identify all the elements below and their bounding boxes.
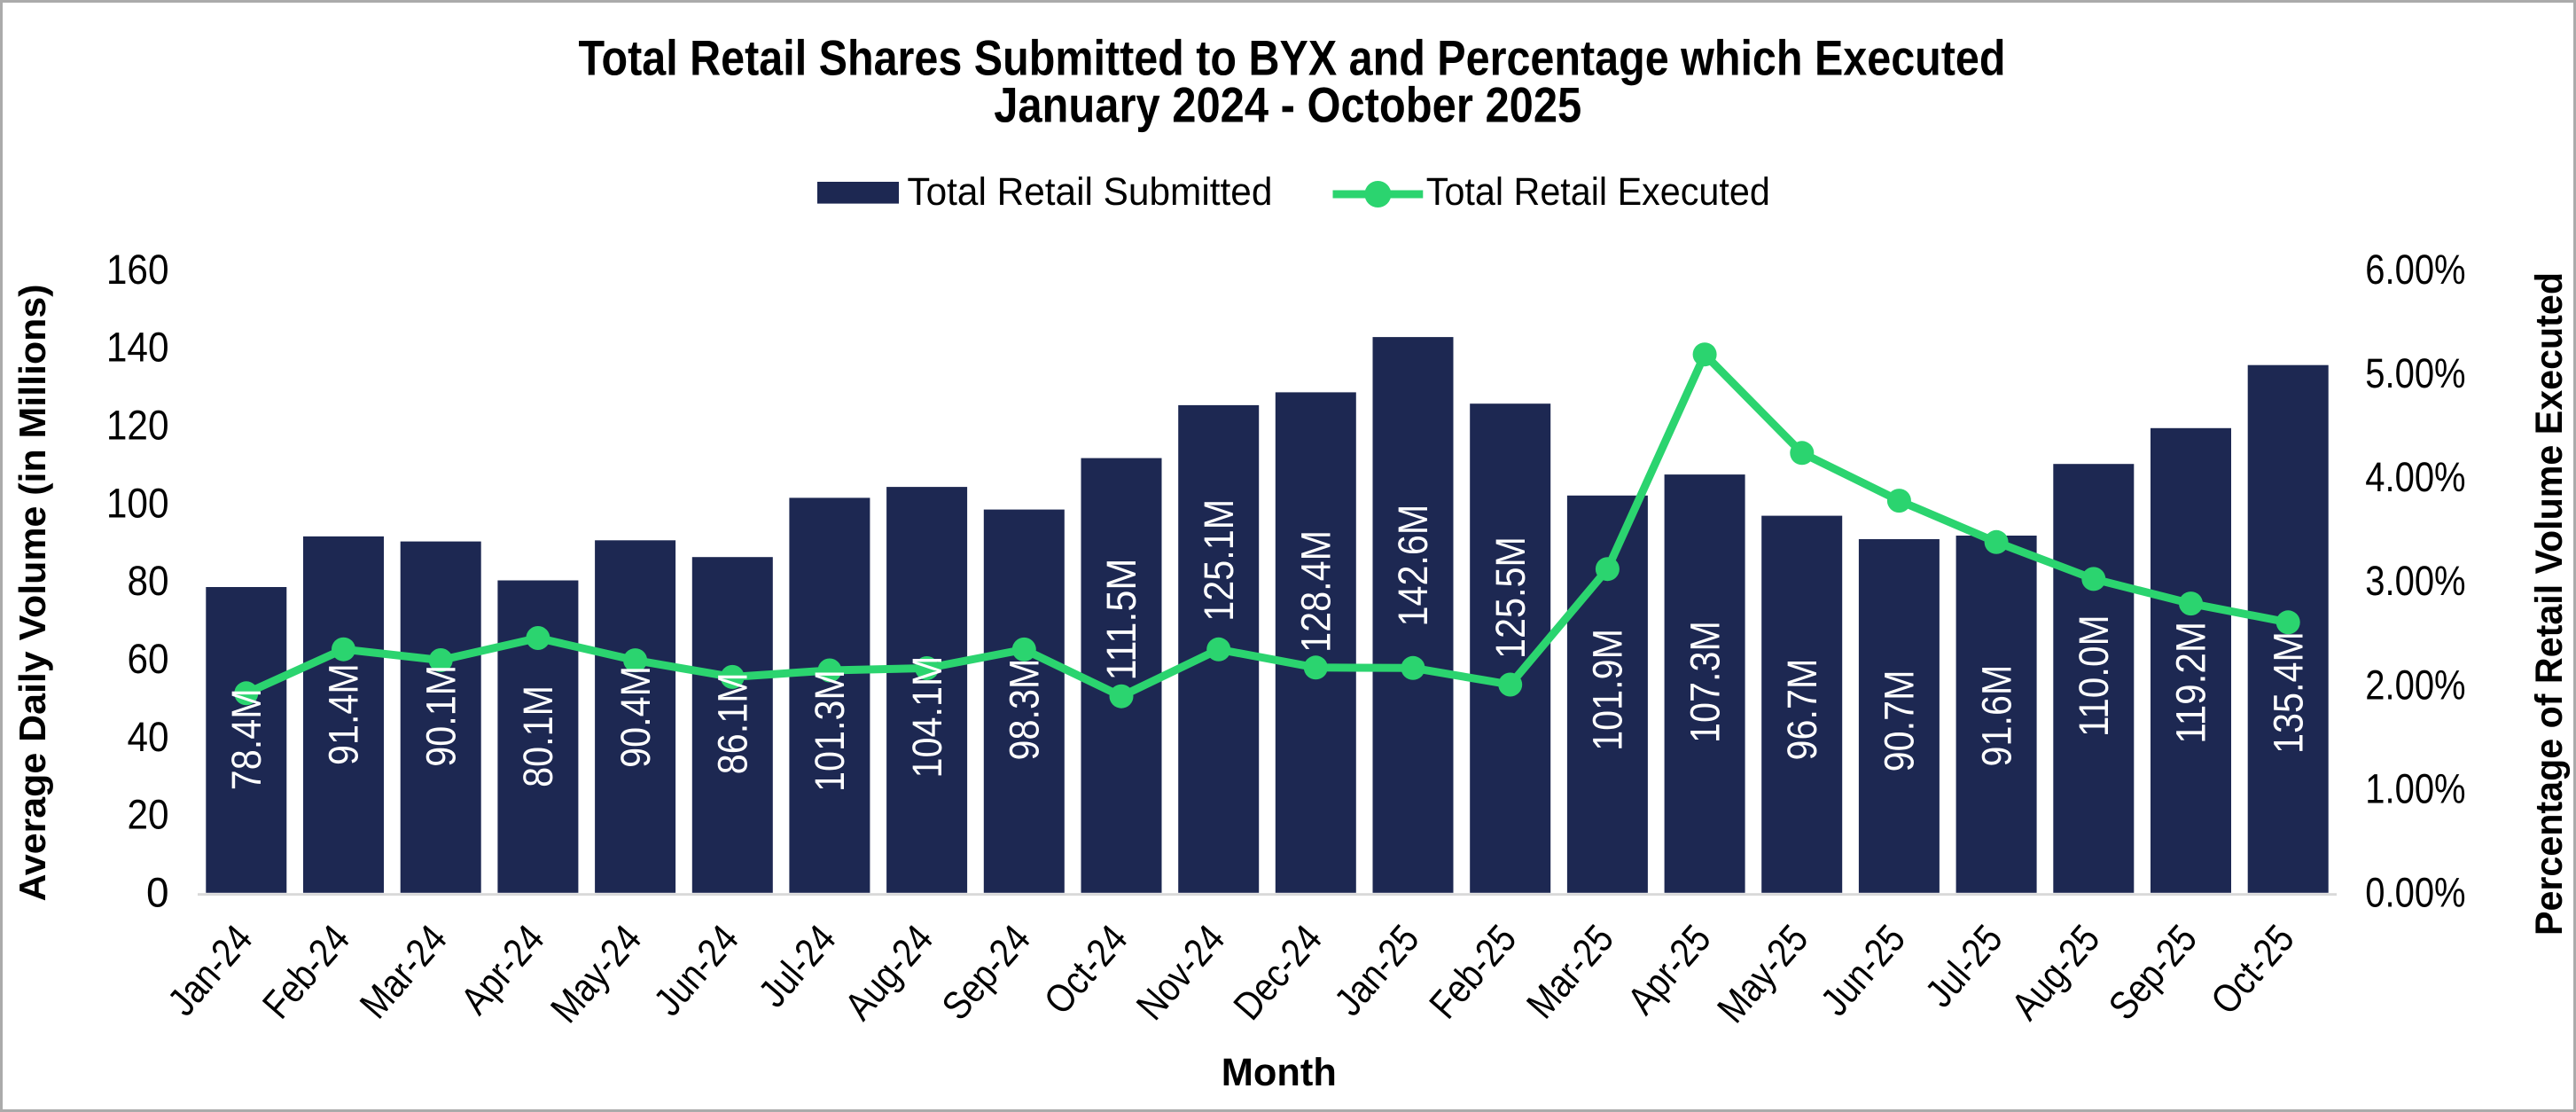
svg-text:142.6M: 142.6M <box>1389 505 1436 627</box>
svg-text:40: 40 <box>128 713 169 760</box>
svg-text:100: 100 <box>106 479 169 526</box>
svg-text:135.4M: 135.4M <box>2264 631 2311 754</box>
svg-text:119.2M: 119.2M <box>2167 622 2214 744</box>
svg-text:91.4M: 91.4M <box>320 663 367 765</box>
svg-text:111.5M: 111.5M <box>1097 559 1144 681</box>
svg-text:101.3M: 101.3M <box>806 670 853 792</box>
svg-text:90.1M: 90.1M <box>417 665 464 767</box>
svg-text:2.00%: 2.00% <box>2365 661 2465 708</box>
svg-text:0.00%: 0.00% <box>2365 869 2465 916</box>
svg-text:90.4M: 90.4M <box>612 666 659 768</box>
svg-text:5.00%: 5.00% <box>2365 349 2465 396</box>
svg-text:101.9M: 101.9M <box>1584 629 1631 751</box>
svg-text:80: 80 <box>128 557 169 604</box>
svg-text:107.3M: 107.3M <box>1681 621 1728 743</box>
svg-text:Total Retail Executed: Total Retail Executed <box>1426 170 1770 214</box>
svg-text:Percentage of Retail Volume Ex: Percentage of Retail Volume Executed <box>2528 272 2571 936</box>
svg-text:91.6M: 91.6M <box>1972 665 2019 767</box>
svg-text:20: 20 <box>128 791 169 838</box>
svg-text:104.1M: 104.1M <box>903 656 950 779</box>
svg-text:160: 160 <box>106 246 169 293</box>
svg-text:90.7M: 90.7M <box>1876 670 1923 771</box>
svg-text:78.4M: 78.4M <box>222 688 269 790</box>
svg-text:Total Retail Submitted: Total Retail Submitted <box>907 170 1272 214</box>
svg-text:80.1M: 80.1M <box>514 685 561 787</box>
svg-text:3.00%: 3.00% <box>2365 557 2465 604</box>
svg-text:98.3M: 98.3M <box>1001 659 1048 761</box>
svg-text:128.4M: 128.4M <box>1292 530 1339 653</box>
svg-text:0: 0 <box>146 869 169 916</box>
svg-text:60: 60 <box>128 635 169 682</box>
svg-text:1.00%: 1.00% <box>2365 764 2465 811</box>
svg-text:125.5M: 125.5M <box>1487 536 1534 659</box>
svg-text:Month: Month <box>1222 1051 1337 1094</box>
svg-text:86.1M: 86.1M <box>709 672 756 774</box>
svg-text:120: 120 <box>106 402 169 449</box>
svg-text:January 2024 - October 2025: January 2024 - October 2025 <box>994 77 1581 133</box>
svg-text:125.1M: 125.1M <box>1195 499 1242 622</box>
svg-text:140: 140 <box>106 324 169 371</box>
svg-text:96.7M: 96.7M <box>1778 659 1825 761</box>
svg-text:Total Retail Shares Submitted: Total Retail Shares Submitted to BYX and… <box>579 30 2006 86</box>
svg-text:110.0M: 110.0M <box>2070 615 2117 737</box>
svg-text:6.00%: 6.00% <box>2365 246 2465 293</box>
svg-text:Average Daily Volume (in Milli: Average Daily Volume (in Millions) <box>12 285 53 902</box>
svg-text:4.00%: 4.00% <box>2365 453 2465 500</box>
